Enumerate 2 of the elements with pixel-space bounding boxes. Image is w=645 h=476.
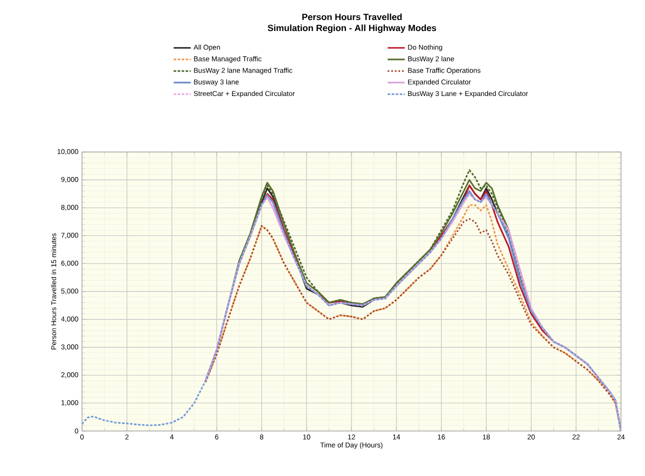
chart-subtitle: Simulation Region - All Highway Modes: [268, 24, 436, 33]
chart-title: Person Hours Travelled: [302, 14, 402, 20]
